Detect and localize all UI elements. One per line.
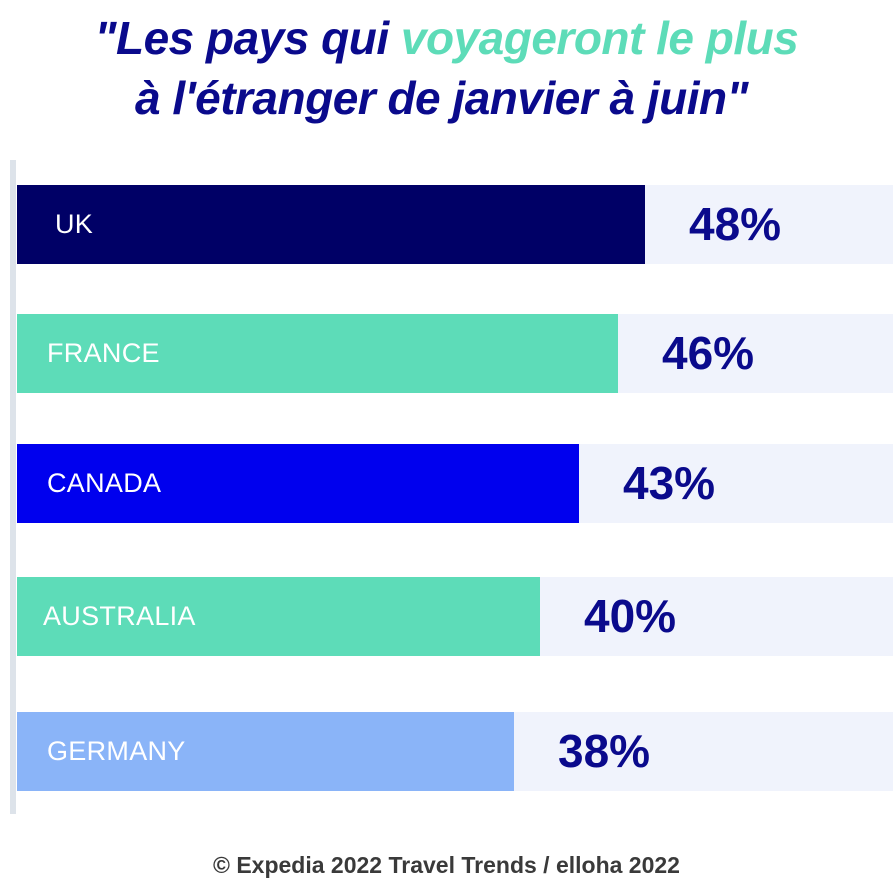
bar-track-france: FRANCE 46% <box>17 314 893 393</box>
category-label: GERMANY <box>47 736 186 766</box>
bar-germany: GERMANY <box>17 712 514 791</box>
category-label: AUSTRALIA <box>43 601 196 631</box>
source-credit: © Expedia 2022 Travel Trends / elloha 20… <box>213 852 680 878</box>
value-label: 48% <box>689 198 782 250</box>
category-label: FRANCE <box>47 338 160 368</box>
title-text-part1: "Les pays qui <box>94 12 401 64</box>
title-text-part2: à l'étranger de janvier à juin" <box>135 72 748 124</box>
bar-uk: UK <box>17 185 645 264</box>
bar-track-australia: AUSTRALIA 40% <box>17 577 893 656</box>
category-label: CANADA <box>47 468 162 498</box>
bar-australia: AUSTRALIA <box>17 577 540 656</box>
value-label: 43% <box>623 457 716 509</box>
title-accent-text: voyageront le plus <box>400 12 799 64</box>
value-label: 38% <box>558 725 651 777</box>
category-label: UK <box>55 209 94 239</box>
bar-track-germany: GERMANY 38% <box>17 712 893 791</box>
category-axis-line <box>10 160 16 814</box>
bar-track-uk: UK 48% <box>17 185 893 264</box>
value-label: 46% <box>662 327 755 379</box>
bar-track-canada: CANADA 43% <box>17 444 893 523</box>
bar-canada: CANADA <box>17 444 579 523</box>
title-line-1: "Les pays qui voyageront le plus <box>95 12 799 64</box>
chart-title: "Les pays qui voyageront le plus à l'étr… <box>0 8 893 128</box>
bar-france: FRANCE <box>17 314 618 393</box>
value-label: 40% <box>584 590 677 642</box>
